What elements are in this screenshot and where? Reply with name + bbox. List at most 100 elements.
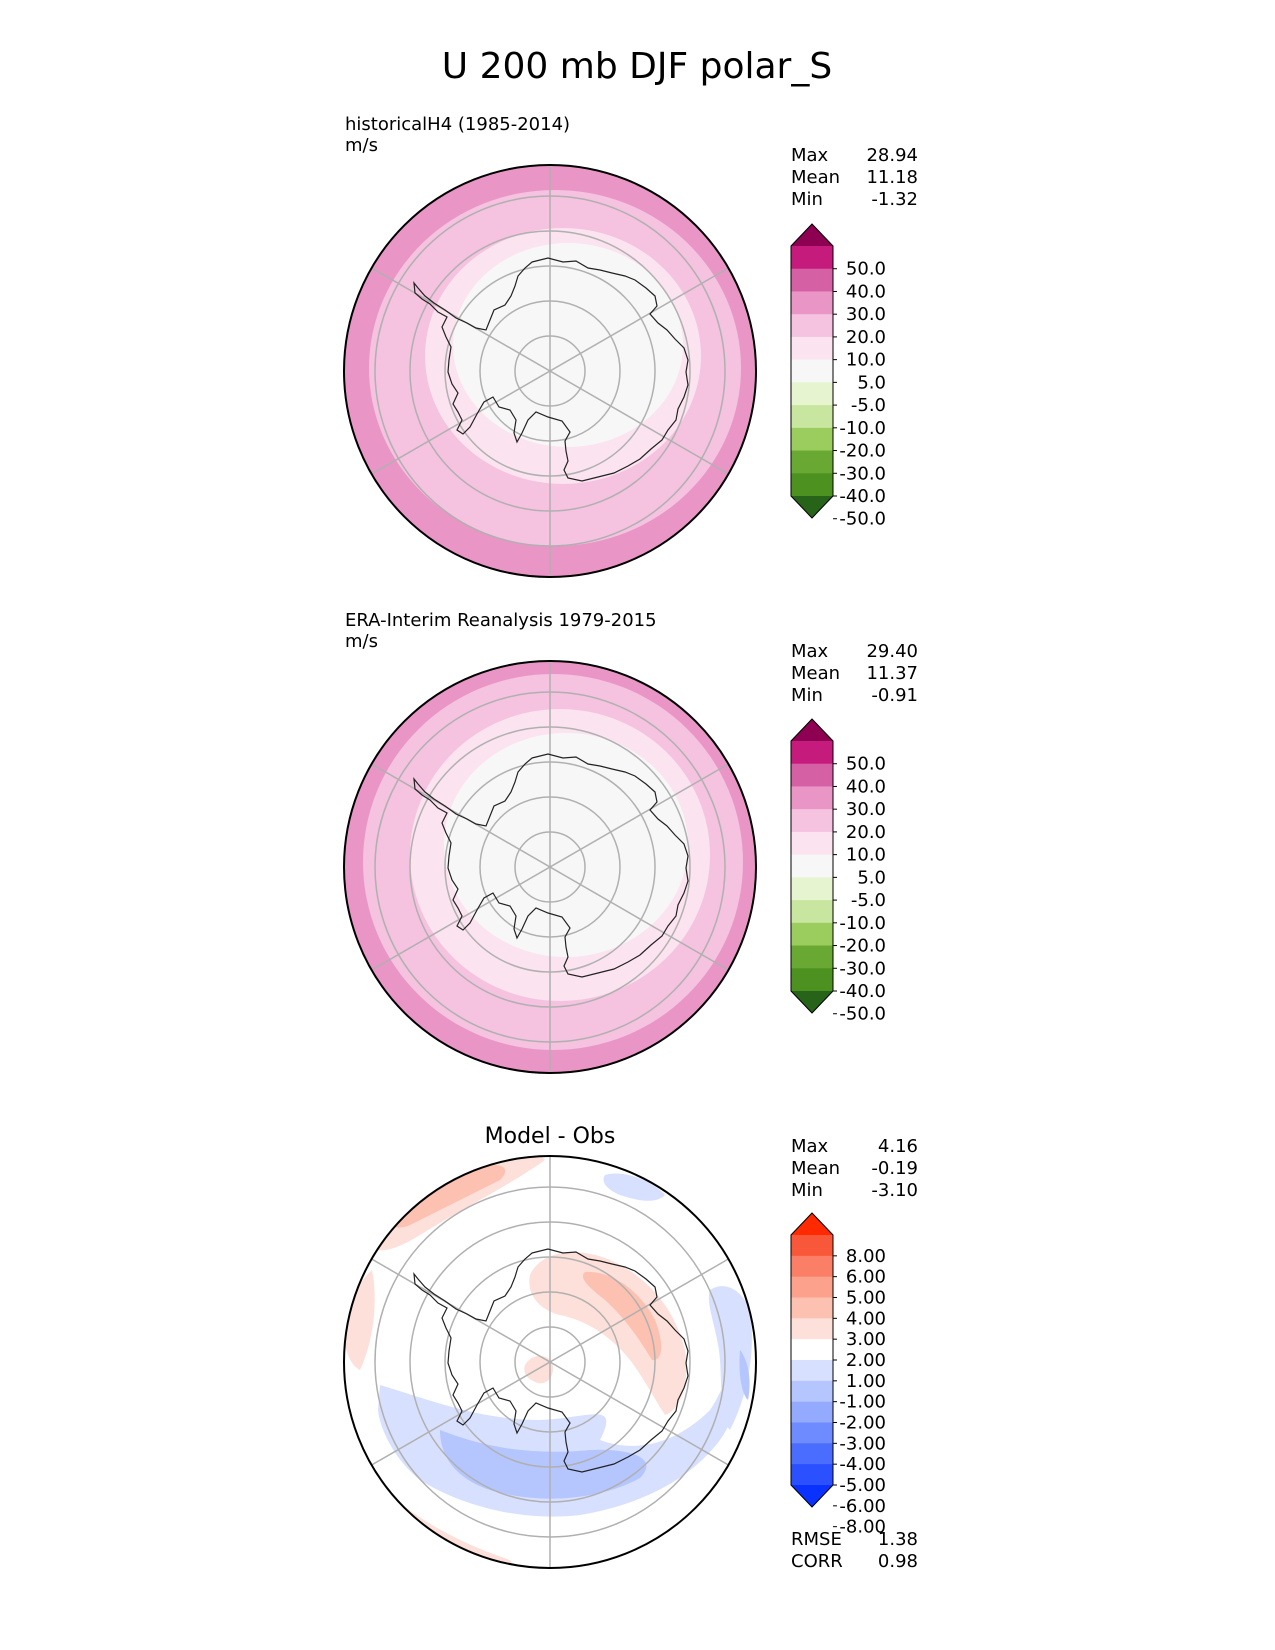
colorbar-segment — [791, 831, 833, 856]
colorbar-tick-label: 1.00 — [846, 1371, 886, 1392]
panel-units: m/s — [345, 631, 378, 652]
stat-min-value: -3.10 — [871, 1180, 918, 1201]
colorbar-segment — [791, 314, 833, 338]
colorbar: 50.040.030.020.010.05.0-5.0-10.0-20.0-30… — [790, 718, 886, 1025]
panel-difference: Model - Obs — [343, 1124, 918, 1572]
stat-min-label: Min — [791, 685, 823, 706]
metrics-box: RMSE 1.38 CORR 0.98 — [791, 1529, 918, 1572]
panel-title: ERA-Interim Reanalysis 1979-2015 — [345, 610, 657, 631]
colorbar-segment — [791, 786, 833, 810]
field-band-0 — [453, 243, 683, 447]
colorbar-tick-label: 3.00 — [846, 1329, 886, 1350]
colorbar-segment — [791, 1464, 833, 1486]
colorbar-tick-label: 10.0 — [846, 350, 886, 371]
colorbar-segment — [791, 968, 833, 992]
colorbar-tick-label: -5.0 — [851, 395, 886, 416]
colorbar-tick-label: -50.0 — [839, 509, 886, 530]
colorbar-segment — [791, 427, 833, 452]
stat-mean-value: -0.19 — [871, 1158, 918, 1179]
stat-max-value: 4.16 — [878, 1136, 918, 1157]
panel-units: m/s — [345, 135, 378, 156]
colorbar-tick-label: -2.00 — [839, 1413, 886, 1434]
colorbar-extend-min — [791, 496, 833, 518]
colorbar-segment — [791, 900, 833, 924]
diff-positive-east-core — [582, 1271, 662, 1361]
colorbar-tick-label: 20.0 — [846, 822, 886, 843]
map-gridlines — [371, 165, 729, 577]
colorbar-tick-label: 20.0 — [846, 327, 886, 348]
colorbar-tick-label: 50.0 — [846, 259, 886, 280]
map-boundary — [343, 1155, 757, 1569]
stat-mean-value: 11.37 — [866, 663, 918, 684]
diff-positive-pole — [524, 1355, 554, 1384]
colorbar-segment — [791, 1360, 833, 1382]
colorbar-tick-label: -30.0 — [839, 463, 886, 484]
colorbar-segment — [791, 1318, 833, 1340]
colorbar-extend-max — [791, 719, 833, 741]
colorbar-extend-min — [791, 1485, 833, 1507]
colorbar-segment — [791, 382, 833, 406]
colorbar-tick-label: -50.0 — [839, 1004, 886, 1025]
colorbar-tick-label: 40.0 — [846, 776, 886, 797]
stats-box: Max 28.94 Mean 11.18 Min -1.32 — [791, 145, 918, 210]
colorbar-tick-label: -40.0 — [839, 486, 886, 507]
colorbar-segment — [791, 1401, 833, 1423]
map-boundary — [343, 660, 757, 1074]
diff-positive-w — [344, 1270, 375, 1370]
colorbar-segment — [791, 877, 833, 901]
colorbar-segment — [791, 450, 833, 474]
colorbar-segment — [791, 291, 833, 315]
colorbar-segment — [791, 405, 833, 429]
colorbar-segment — [791, 763, 833, 787]
metric-corr-value: 0.98 — [878, 1551, 918, 1572]
colorbar-extend-min — [791, 991, 833, 1013]
colorbar-tick-label: 5.0 — [857, 867, 886, 888]
colorbar-tick-label: -6.00 — [839, 1496, 886, 1517]
colorbar-tick-label: 8.00 — [846, 1246, 886, 1267]
colorbar-tick-label: 2.00 — [846, 1350, 886, 1371]
colorbar-segment — [791, 1380, 833, 1403]
stat-mean-label: Mean — [791, 1158, 840, 1179]
colorbar-extend-max — [791, 1213, 833, 1235]
colorbar-segment — [791, 1255, 833, 1278]
stat-max-label: Max — [791, 641, 829, 662]
colorbar-tick-label: -30.0 — [839, 958, 886, 979]
colorbar-tick-label: 40.0 — [846, 281, 886, 302]
colorbar-tick-label: 30.0 — [846, 799, 886, 820]
metric-rmse-label: RMSE — [791, 1529, 842, 1550]
colorbar-segment — [791, 336, 833, 361]
colorbar-segment — [791, 1276, 833, 1298]
colorbar-segment — [791, 741, 833, 765]
colorbar-tick-label: -4.00 — [839, 1454, 886, 1475]
stat-min-label: Min — [791, 189, 823, 210]
panel-title: Model - Obs — [485, 1124, 616, 1149]
colorbar-tick-label: 4.00 — [846, 1308, 886, 1329]
stats-box: Max 4.16 Mean -0.19 Min -3.10 — [791, 1136, 918, 1201]
metric-rmse-value: 1.38 — [878, 1529, 918, 1550]
colorbar-segment — [791, 246, 833, 270]
stat-mean-value: 11.18 — [866, 167, 918, 188]
stat-max-label: Max — [791, 1136, 829, 1157]
colorbar-segment — [791, 359, 833, 383]
map-gridlines — [371, 661, 729, 1073]
colorbar-tick-label: 30.0 — [846, 304, 886, 325]
stat-min-value: -0.91 — [871, 685, 918, 706]
stat-max-label: Max — [791, 145, 829, 166]
colorbar-tick-label: -1.00 — [839, 1392, 886, 1413]
colorbar-tick-label: 50.0 — [846, 754, 886, 775]
colorbar-segment — [791, 268, 833, 292]
colorbar-segment — [791, 1422, 833, 1444]
colorbar-tick-label: 5.00 — [846, 1288, 886, 1309]
colorbar-segment — [791, 945, 833, 969]
stat-min-label: Min — [791, 1180, 823, 1201]
colorbar-segment — [791, 854, 833, 878]
colorbar-segment — [791, 1339, 833, 1361]
antarctica-coastline — [413, 257, 689, 482]
diff-positive-nw-core — [389, 1164, 506, 1228]
colorbar-tick-label: -8.00 — [839, 1517, 886, 1538]
map-field — [344, 165, 756, 577]
colorbar-tick-label: -10.0 — [839, 913, 886, 934]
map-boundary — [343, 164, 757, 578]
colorbar-tick-label: -10.0 — [839, 418, 886, 439]
